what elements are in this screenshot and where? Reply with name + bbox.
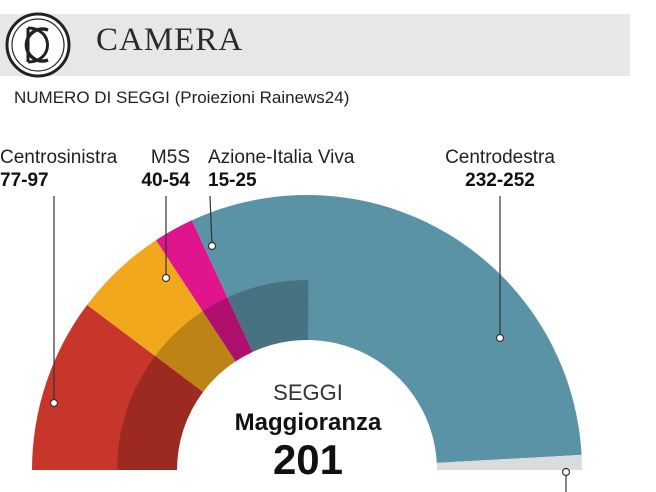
label-name-m5s: M5S [151, 147, 190, 168]
leader-dot-centrosinistra [49, 398, 59, 408]
segment-centrodestra [191, 195, 582, 463]
label-range-m5s: 40-54 [141, 170, 190, 191]
center-seggi: SEGGI [273, 380, 343, 405]
leader-dot-azione-italia-viva [207, 241, 217, 251]
page-title: CAMERA [96, 22, 244, 58]
label-name-centrodestra: Centrodestra [445, 147, 555, 168]
header-band [0, 14, 630, 76]
segment-other [436, 454, 582, 470]
leader-line-azione-italia-viva [209, 195, 213, 247]
other-leader-dot [561, 467, 571, 477]
segment-centrosinistra [32, 304, 204, 470]
segment-m5s [87, 240, 236, 392]
center-majority-value: 201 [273, 436, 343, 483]
leader-dot-m5s [161, 273, 171, 283]
label-name-centrosinistra: Centrosinistra [0, 147, 118, 168]
center-maggioranza: Maggioranza [235, 409, 382, 436]
chart-subtitle: NUMERO DI SEGGI (Proiezioni Rainews24) [14, 88, 350, 107]
camera-dei-deputati-monogram-icon [5, 12, 71, 78]
label-range-azione-italia-viva: 15-25 [208, 170, 257, 191]
segment-azione-italia-viva [156, 220, 253, 362]
leader-dot-centrodestra [495, 333, 505, 343]
label-name-azione-italia-viva: Azione-Italia Viva [208, 147, 355, 168]
label-range-centrodestra: 232-252 [465, 170, 535, 191]
majority-band [117, 280, 309, 470]
label-range-centrosinistra: 77-97 [0, 170, 49, 191]
